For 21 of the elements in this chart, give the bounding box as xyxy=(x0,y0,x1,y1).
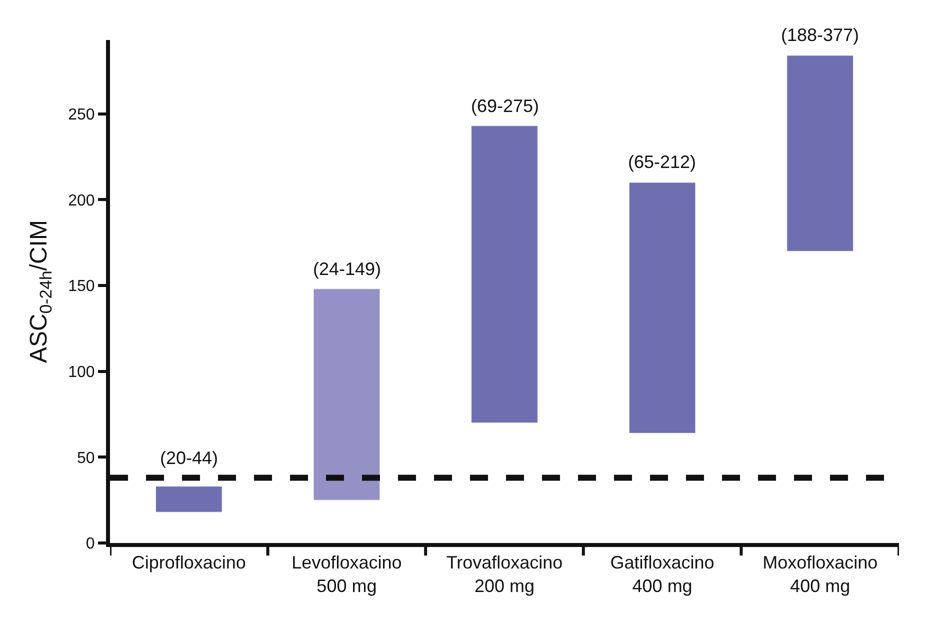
x-tick-label: Ciprofloxacino xyxy=(132,552,246,573)
bar xyxy=(786,55,854,252)
data-label: (188-377) xyxy=(781,25,860,45)
bar xyxy=(313,288,380,500)
bar xyxy=(156,486,222,512)
y-tick-label: 200 xyxy=(68,192,95,210)
x-tick-label: Gatifloxacino 400 mg xyxy=(610,552,714,596)
y-tick-label: 250 xyxy=(68,106,95,124)
y-tick-label: 0 xyxy=(86,536,95,553)
y-tick-label: 100 xyxy=(68,364,95,381)
data-label: (65-212) xyxy=(628,152,696,172)
x-tick-label: Levofloxacino 500 mg xyxy=(292,552,402,596)
bar xyxy=(471,126,538,424)
y-tick-label: 50 xyxy=(77,450,95,467)
x-tick-label: Moxofloxacino 400 mg xyxy=(762,552,878,596)
x-tick-label: Trovafloxacino 200 mg xyxy=(446,552,563,596)
bar xyxy=(628,182,696,434)
data-label: (69-275) xyxy=(471,96,540,116)
data-label: (20-44) xyxy=(160,448,218,468)
y-tick-label: 150 xyxy=(68,278,95,296)
data-label: (24-149) xyxy=(313,259,382,279)
